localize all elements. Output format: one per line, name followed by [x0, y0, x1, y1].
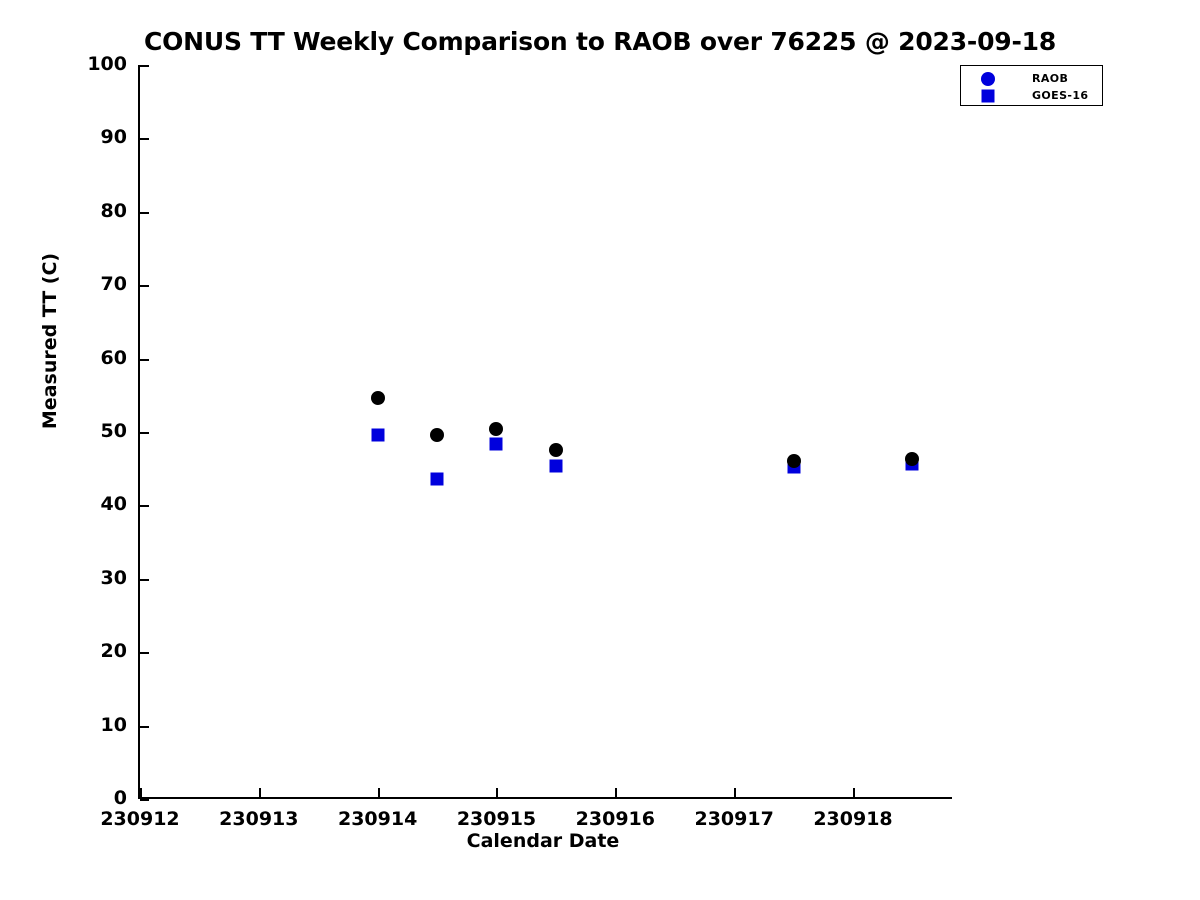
x-axis-tick [496, 788, 499, 797]
legend-label: RAOB [1032, 72, 1069, 85]
legend-item-raob[interactable]: RAOB [961, 70, 1104, 88]
y-axis-tick [140, 578, 149, 581]
x-axis-tick-label: 230915 [456, 808, 537, 830]
plot-area: 0 10 20 30 40 50 60 70 80 90 100 230912 230913 230914… [87, 53, 952, 830]
data-point-raob [786, 454, 801, 469]
y-axis-tick [140, 358, 149, 361]
x-axis-tick-label: 230912 [100, 808, 180, 830]
y-axis-tick [140, 505, 149, 508]
data-point-raob [548, 443, 563, 458]
x-axis-tick [734, 788, 737, 797]
y-axis-tick-label: 90 [100, 126, 127, 149]
y-axis-tick-label: 50 [100, 420, 127, 442]
y-axis-tick-label: 0 [113, 787, 127, 809]
y-axis-tick-label: 70 [100, 273, 127, 296]
y-axis-tick-label: 10 [100, 713, 127, 736]
y-axis-tick [140, 432, 149, 434]
chart-legend: RAOB GOES-16 [960, 65, 1103, 106]
y-axis-tick [140, 652, 149, 655]
x-axis-tick-label: 230916 [575, 808, 655, 830]
x-axis-label: Calendar Date [466, 830, 620, 852]
legend-label: GOES-16 [1032, 89, 1089, 102]
data-point-raob [905, 452, 920, 467]
legend-marker [981, 89, 995, 103]
y-axis-tick-label: 100 [87, 53, 127, 75]
x-axis-tick [140, 788, 142, 797]
x-axis-tick-label: 230914 [337, 808, 418, 830]
y-axis-tick-label: 20 [100, 640, 127, 663]
y-axis-label: Measured TT (C) [39, 252, 61, 430]
y-axis-tick-label: 60 [100, 346, 127, 369]
chart-title: CONUS TT Weekly Comparison to RAOB over … [143, 27, 1057, 56]
y-axis-tick-label: 30 [100, 566, 127, 589]
x-axis-tick-label: 230917 [694, 808, 774, 830]
x-axis-tick-label: 230918 [813, 808, 893, 830]
y-axis-tick [140, 799, 149, 801]
y-axis-tick-label: 40 [100, 493, 127, 516]
legend-marker [981, 72, 995, 86]
legend-item-goes-16[interactable]: GOES-16 [961, 87, 1104, 105]
x-axis-tick [852, 788, 855, 797]
y-axis-tick-label: 80 [100, 199, 127, 222]
square-marker-icon [977, 87, 999, 105]
data-point-goes-16 [430, 472, 444, 486]
y-axis-tick [140, 211, 149, 214]
y-axis-tick [140, 138, 149, 141]
y-axis-tick [140, 725, 149, 728]
x-axis-tick [258, 788, 261, 797]
y-axis-tick [140, 285, 149, 288]
data-point-raob [370, 390, 385, 405]
x-axis-tick-label: 230913 [219, 808, 299, 830]
circle-marker-icon [977, 70, 999, 88]
data-point-raob [489, 422, 504, 437]
data-point-raob [430, 427, 445, 442]
x-axis-tick [377, 788, 380, 797]
x-axis-tick [615, 788, 618, 797]
y-axis-tick [140, 65, 149, 67]
data-point-goes-16 [549, 459, 563, 473]
data-point-goes-16 [371, 428, 385, 442]
data-point-goes-16 [489, 437, 503, 451]
